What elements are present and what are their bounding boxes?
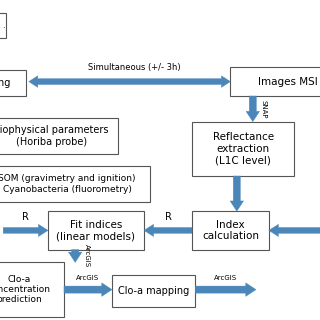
Text: ArcGIS: ArcGIS [84, 244, 90, 268]
FancyBboxPatch shape [0, 166, 150, 202]
Text: SOM (gravimetry and ignition)
Cyanobacteria (fluorometry): SOM (gravimetry and ignition) Cyanobacte… [0, 174, 136, 194]
Text: Fit indices
(linear models): Fit indices (linear models) [57, 220, 135, 241]
FancyBboxPatch shape [0, 118, 118, 154]
Polygon shape [269, 224, 320, 236]
Text: SNAP: SNAP [261, 100, 267, 118]
Text: Biophysical parameters
(Horiba probe): Biophysical parameters (Horiba probe) [0, 125, 109, 147]
Polygon shape [3, 224, 48, 236]
Polygon shape [230, 176, 244, 211]
Text: Clo-a mapping: Clo-a mapping [118, 286, 189, 296]
Text: .: . [2, 21, 4, 30]
Text: Reflectance
extraction
(L1C level): Reflectance extraction (L1C level) [212, 132, 274, 165]
Polygon shape [29, 76, 230, 87]
Text: Simultaneous (+/- 3h): Simultaneous (+/- 3h) [88, 63, 181, 72]
FancyBboxPatch shape [230, 67, 320, 96]
FancyBboxPatch shape [0, 262, 64, 317]
Text: ArcGIS: ArcGIS [214, 275, 237, 281]
Polygon shape [195, 283, 256, 296]
Text: ...ng: ...ng [0, 78, 11, 88]
FancyBboxPatch shape [48, 211, 144, 250]
Polygon shape [64, 283, 112, 296]
Text: Index
calculation: Index calculation [202, 220, 259, 241]
FancyBboxPatch shape [192, 211, 269, 250]
Polygon shape [68, 250, 82, 262]
FancyBboxPatch shape [0, 13, 6, 38]
Polygon shape [246, 96, 260, 122]
Polygon shape [144, 224, 192, 236]
FancyBboxPatch shape [112, 275, 195, 307]
Text: R: R [22, 212, 29, 222]
Text: Clo-a
concentration
prediction: Clo-a concentration prediction [0, 275, 51, 305]
FancyBboxPatch shape [0, 70, 26, 96]
Text: ArcGIS: ArcGIS [76, 275, 100, 281]
Text: R: R [164, 212, 172, 222]
FancyBboxPatch shape [192, 122, 294, 176]
Text: Images MSI: Images MSI [258, 76, 318, 87]
